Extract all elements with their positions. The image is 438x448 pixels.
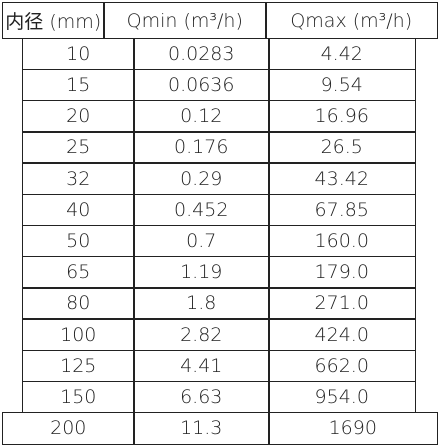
table-cell: 0.0283	[133, 37, 270, 71]
table-cell: 80	[22, 287, 135, 320]
table-cell: 0.0636	[133, 68, 270, 102]
table-cell: 0.176	[133, 131, 270, 164]
table-cell: 11.3	[133, 411, 270, 445]
table-cell: 1690	[268, 411, 438, 445]
table-cell: 160.0	[268, 224, 416, 258]
table-cell: 6.63	[133, 380, 270, 414]
table-cell: 0.29	[133, 162, 270, 195]
table-cell: 125	[22, 349, 135, 383]
table-cell: 1.19	[133, 255, 270, 289]
table-cell: 100	[22, 318, 135, 351]
table-cell: 20	[22, 99, 135, 133]
table-cell: 4.41	[133, 349, 270, 383]
table-cell: 424.0	[268, 318, 416, 351]
table-cell: 662.0	[268, 349, 416, 383]
table-cell: 2.82	[133, 318, 270, 351]
table-cell: 200	[2, 411, 135, 445]
table-cell: 9.54	[268, 68, 416, 102]
header-cell: Qmin (m³/h)	[103, 2, 267, 39]
table-cell: 179.0	[268, 255, 416, 289]
header-cell: 内径 (mm)	[2, 2, 105, 39]
table-cell: 4.42	[268, 37, 416, 71]
header-cell: Qmax (m³/h)	[265, 2, 438, 39]
table-cell: 25	[22, 131, 135, 164]
table-cell: 10	[22, 37, 135, 71]
table-cell: 50	[22, 224, 135, 258]
table-cell: 0.7	[133, 224, 270, 258]
table-cell: 1.8	[133, 287, 270, 320]
table-cell: 67.85	[268, 193, 416, 227]
table-cell: 40	[22, 193, 135, 227]
table-cell: 0.12	[133, 99, 270, 133]
table-cell: 150	[22, 380, 135, 414]
table-cell: 15	[22, 68, 135, 102]
table-cell: 0.452	[133, 193, 270, 227]
table-cell: 271.0	[268, 287, 416, 320]
table-cell: 16.96	[268, 99, 416, 133]
table-cell: 954.0	[268, 380, 416, 414]
table-cell: 26.5	[268, 131, 416, 164]
table-cell: 43.42	[268, 162, 416, 195]
table-cell: 32	[22, 162, 135, 195]
table-cell: 65	[22, 255, 135, 289]
